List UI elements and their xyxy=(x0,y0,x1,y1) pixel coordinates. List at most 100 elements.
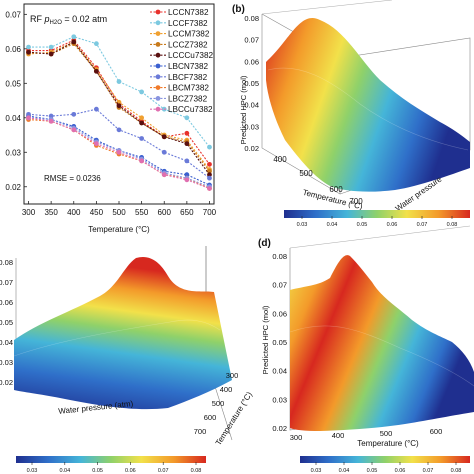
surface-d xyxy=(290,255,474,431)
legend-label: LCCF7382 xyxy=(168,19,208,28)
data-point xyxy=(184,158,190,164)
x-tick-label: 600 xyxy=(329,185,343,194)
legend-marker xyxy=(155,85,161,90)
y-tick-label: 0.07 xyxy=(5,10,21,19)
data-point xyxy=(184,141,190,147)
data-point xyxy=(184,177,190,183)
colorbar-tick-label: 0.03 xyxy=(27,468,38,474)
legend-label: LCCM7382 xyxy=(168,30,210,39)
data-point xyxy=(161,172,167,178)
data-point xyxy=(184,115,190,121)
z-tick-label: 0.03 xyxy=(244,122,259,131)
colorbar-tick-label: 0.06 xyxy=(387,222,398,228)
colorbar-tick-label: 0.05 xyxy=(92,468,103,474)
data-point xyxy=(139,158,145,164)
x-tick-label: 300 xyxy=(22,208,36,217)
colorbar-tick-label: 0.05 xyxy=(357,222,368,228)
y-tick-label: 0.02 xyxy=(5,183,21,192)
colorbar-c xyxy=(16,456,206,463)
z-tick-label: 0.08 xyxy=(272,252,287,261)
colorbar-tick-label: 0.05 xyxy=(367,468,378,474)
data-point xyxy=(116,149,122,155)
legend-label: LCCCu7382 xyxy=(168,51,214,60)
y-tick-label: 0.06 xyxy=(5,45,21,54)
y-tick-label: 600 xyxy=(204,413,217,422)
colorbar-tick-label: 0.07 xyxy=(417,222,428,228)
colorbar-b xyxy=(284,210,470,218)
rmse-label: RMSE = 0.0236 xyxy=(44,174,101,183)
y-tick-label: 0.03 xyxy=(5,148,21,157)
x-tick-label: 500 xyxy=(112,208,126,217)
data-point xyxy=(93,106,99,112)
x-tick-label: 450 xyxy=(90,208,104,217)
legend-label: LBCCu7382 xyxy=(168,105,213,114)
x-tick-label: 500 xyxy=(380,429,393,438)
colorbar-tick-label: 0.03 xyxy=(297,222,308,228)
colorbar-tick-label: 0.07 xyxy=(158,468,169,474)
y-tick-label: 0.04 xyxy=(5,114,21,123)
x-tick-label: 350 xyxy=(44,208,58,217)
z-tick-label: 0.04 xyxy=(272,367,287,376)
x-tick-label: 500 xyxy=(299,169,313,178)
data-point xyxy=(48,113,54,119)
data-point xyxy=(26,49,31,55)
x-tick-label: 600 xyxy=(158,208,172,217)
panel-label-d: (d) xyxy=(258,238,271,249)
legend-label: LBCZ7382 xyxy=(168,94,208,103)
z-axis-label-b: Predicted HPC (mol) xyxy=(239,75,248,144)
panel-label-b: (b) xyxy=(232,4,245,15)
colorbar-tick-label: 0.08 xyxy=(191,468,202,474)
box-top-d xyxy=(289,225,471,249)
data-point xyxy=(93,41,99,47)
colorbar-tick-label: 0.04 xyxy=(59,468,70,474)
colorbar-tick-label: 0.06 xyxy=(125,468,136,474)
z-tick-label: 0.06 xyxy=(0,298,13,307)
data-point xyxy=(139,89,145,95)
z-tick-label: 0.04 xyxy=(0,338,13,347)
legend-marker xyxy=(155,74,161,80)
y-tick-label: 500 xyxy=(212,399,225,408)
surface-c xyxy=(14,256,232,410)
z-tick-label: 0.03 xyxy=(272,395,287,404)
z-tick-label: 0.02 xyxy=(272,424,287,433)
legend-marker xyxy=(155,31,161,36)
series-line xyxy=(28,39,210,165)
y-tick-label: 400 xyxy=(220,385,233,394)
y-tick-label: 0.05 xyxy=(5,79,21,88)
colorbar-tick-label: 0.04 xyxy=(327,222,338,228)
x-tick-label: 700 xyxy=(349,197,363,206)
z-tick-label: 0.02 xyxy=(244,144,259,153)
data-point xyxy=(184,172,190,178)
panel-b-surface: (b) 0.08 0.07 0.06 0.05 0.04 0.03 0.02 Predict… xyxy=(232,0,471,228)
data-point xyxy=(116,103,122,109)
data-point xyxy=(207,168,212,174)
y-tick-label: 700 xyxy=(194,427,207,436)
legend-marker xyxy=(155,96,161,101)
box-top xyxy=(261,0,393,15)
legend-marker xyxy=(155,42,161,47)
colorbar-tick-label: 0.06 xyxy=(395,468,406,474)
z-tick-label: 0.07 xyxy=(0,278,13,287)
colorbar-tick-label: 0.07 xyxy=(423,468,434,474)
legend-label: LCCN7382 xyxy=(168,8,209,17)
x-tick-label: 400 xyxy=(67,208,81,217)
legend-label: LCCZ7382 xyxy=(168,40,208,49)
z-tick-label: 0.07 xyxy=(244,36,259,45)
data-point xyxy=(116,127,122,133)
data-point xyxy=(26,111,31,117)
data-point xyxy=(207,186,212,191)
legend-marker xyxy=(155,106,161,112)
z-tick-label: 0.06 xyxy=(244,57,259,66)
data-point xyxy=(207,144,212,150)
annotation-rf: RF pH2O = 0.02 atm xyxy=(30,14,107,26)
legend-marker xyxy=(155,52,161,58)
legend-marker xyxy=(155,9,161,15)
z-tick-label: 0.05 xyxy=(244,79,259,88)
colorbar-tick-label: 0.04 xyxy=(339,468,350,474)
x-axis-label: Temperature (°C) xyxy=(88,225,150,234)
legend-label: LBCF7382 xyxy=(168,73,208,82)
data-point xyxy=(207,172,212,178)
z-tick-label: 0.08 xyxy=(244,14,259,23)
data-point xyxy=(161,149,167,155)
